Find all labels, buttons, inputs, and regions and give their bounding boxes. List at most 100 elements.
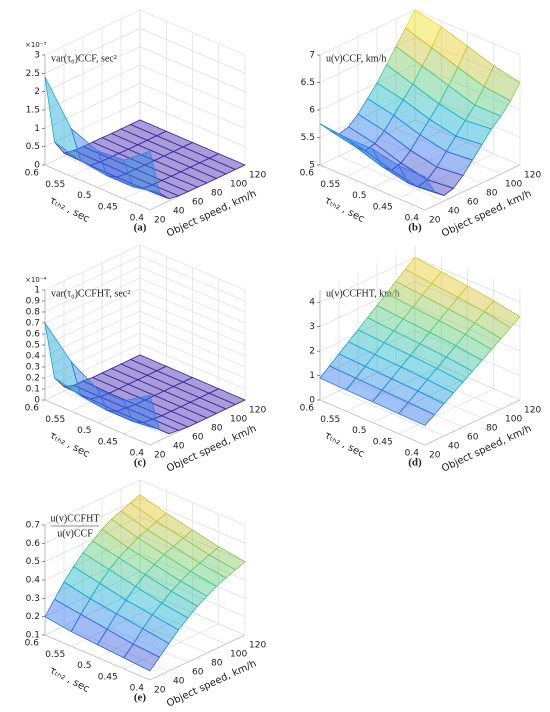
grid-line bbox=[414, 256, 521, 303]
grid-line bbox=[414, 37, 521, 83]
z-tick-label: 0.8 bbox=[26, 308, 41, 318]
y-tick-label: 0.55 bbox=[45, 180, 65, 190]
grid-line bbox=[414, 305, 521, 352]
z-tick-label: 0.7 bbox=[26, 319, 40, 329]
z-tick-label: 1 bbox=[34, 124, 40, 134]
x-tick-label: 40 bbox=[448, 207, 460, 217]
panel: 204060801001200.40.450.50.550.601234Obje… bbox=[300, 245, 541, 475]
z-tick-label: 0.4 bbox=[26, 576, 41, 586]
x-tick-label: 60 bbox=[192, 433, 204, 443]
grid-line bbox=[139, 571, 246, 617]
z-tick-label: 0.6 bbox=[26, 330, 41, 340]
z-tick-label: 0.5 bbox=[26, 341, 40, 351]
grid-line bbox=[319, 305, 416, 352]
x-tick-label: 40 bbox=[173, 207, 185, 217]
grid-line bbox=[44, 343, 141, 390]
x-tick-label: 20 bbox=[154, 451, 166, 461]
x-tick-label: 120 bbox=[249, 406, 266, 416]
grid-line bbox=[346, 365, 442, 412]
z-tick-label: 6 bbox=[309, 106, 315, 116]
z-tick-label: 6.5 bbox=[301, 78, 315, 88]
grid-line bbox=[44, 299, 141, 346]
grid-line bbox=[139, 244, 246, 291]
grid-line bbox=[139, 321, 246, 368]
grid-line bbox=[414, 9, 521, 56]
grid-line bbox=[139, 28, 246, 74]
z-tick-label: 0 bbox=[34, 396, 40, 406]
z-tick-label: 0.3 bbox=[26, 594, 40, 604]
z-tick-label: 0.1 bbox=[26, 385, 40, 395]
y-tick-label: 0.4 bbox=[130, 449, 145, 459]
grid-line bbox=[372, 142, 468, 188]
y-tick-label: 0.45 bbox=[373, 437, 393, 447]
z-tick-label: 7 bbox=[309, 51, 315, 61]
grid-line bbox=[44, 534, 141, 581]
y-tick-label: 0.6 bbox=[25, 639, 40, 649]
y-tick-label: 0.4 bbox=[405, 449, 420, 459]
z-tick-label: 2 bbox=[34, 87, 40, 97]
x-tick-label: 20 bbox=[429, 216, 441, 226]
z-exponent: ×10⁻⁴ bbox=[25, 276, 46, 284]
x-tick-label: 60 bbox=[192, 668, 204, 678]
y-tick-label: 0.6 bbox=[300, 169, 315, 179]
y-tick-label: 0.5 bbox=[352, 426, 366, 436]
x-tick-label: 20 bbox=[154, 686, 166, 696]
grid-line bbox=[398, 388, 494, 435]
panel: 204060801001200.40.450.50.550.60.10.20.3… bbox=[25, 479, 266, 710]
y-tick-label: 0.45 bbox=[98, 202, 118, 212]
grid-line bbox=[44, 101, 141, 147]
grid-line bbox=[414, 92, 521, 138]
grid-line bbox=[44, 244, 141, 291]
x-tick-label: 80 bbox=[211, 659, 223, 669]
grid-line bbox=[44, 310, 141, 357]
y-tick-label: 0.6 bbox=[25, 169, 40, 179]
grid-line bbox=[424, 164, 521, 211]
y-tick-label: 0.4 bbox=[405, 214, 420, 224]
grid-line bbox=[44, 516, 141, 562]
grid-line bbox=[139, 310, 246, 357]
grid-line bbox=[319, 119, 416, 166]
grid-line bbox=[139, 255, 246, 302]
grid-line bbox=[414, 330, 521, 376]
z-tick-label: 3 bbox=[309, 322, 315, 332]
x-tick-label: 80 bbox=[486, 424, 498, 434]
z-tick-label: 0.5 bbox=[26, 142, 40, 152]
z-tick-label: 0.4 bbox=[26, 352, 41, 362]
x-tick-label: 100 bbox=[505, 415, 522, 425]
z-tick-label: 5.5 bbox=[301, 133, 315, 143]
grid-line bbox=[71, 600, 167, 647]
x-tick-label: 20 bbox=[429, 451, 441, 461]
x-tick-label: 120 bbox=[524, 171, 541, 181]
grid-line bbox=[44, 498, 141, 544]
z-tick-label: 0.9 bbox=[26, 297, 41, 307]
grid-line bbox=[346, 130, 442, 177]
x-tick-label: 60 bbox=[192, 198, 204, 208]
grid-line bbox=[44, 321, 141, 368]
grid-line bbox=[414, 281, 521, 327]
z-axis-label: var(τ₀)CCF, sec² bbox=[51, 53, 117, 64]
x-tick-label: 80 bbox=[486, 189, 498, 199]
grid-line bbox=[139, 266, 246, 313]
z-tick-label: 0.6 bbox=[26, 539, 41, 549]
z-tick-label: 1 bbox=[34, 286, 40, 296]
z-tick-label: 3 bbox=[34, 51, 40, 61]
grid-line bbox=[44, 288, 141, 335]
y-tick-label: 0.45 bbox=[98, 437, 118, 447]
grid-line bbox=[44, 255, 141, 302]
grid-line bbox=[319, 92, 416, 138]
grid-line bbox=[139, 479, 246, 526]
z-axis-label: u(v)CCF bbox=[57, 528, 93, 539]
z-tick-label: 5 bbox=[309, 161, 315, 171]
z-tick-label: 1.5 bbox=[26, 106, 40, 116]
grid-line bbox=[44, 83, 141, 129]
grid-line bbox=[139, 288, 246, 335]
grid-line bbox=[44, 332, 141, 379]
y-tick-label: 0.5 bbox=[77, 661, 91, 671]
x-tick-label: 40 bbox=[173, 442, 185, 452]
x-tick-label: 120 bbox=[249, 641, 266, 651]
x-tick-label: 60 bbox=[467, 198, 479, 208]
y-tick-label: 0.5 bbox=[352, 191, 366, 201]
panel-label: (a) bbox=[134, 222, 147, 234]
y-tick-label: 0.6 bbox=[25, 404, 40, 414]
